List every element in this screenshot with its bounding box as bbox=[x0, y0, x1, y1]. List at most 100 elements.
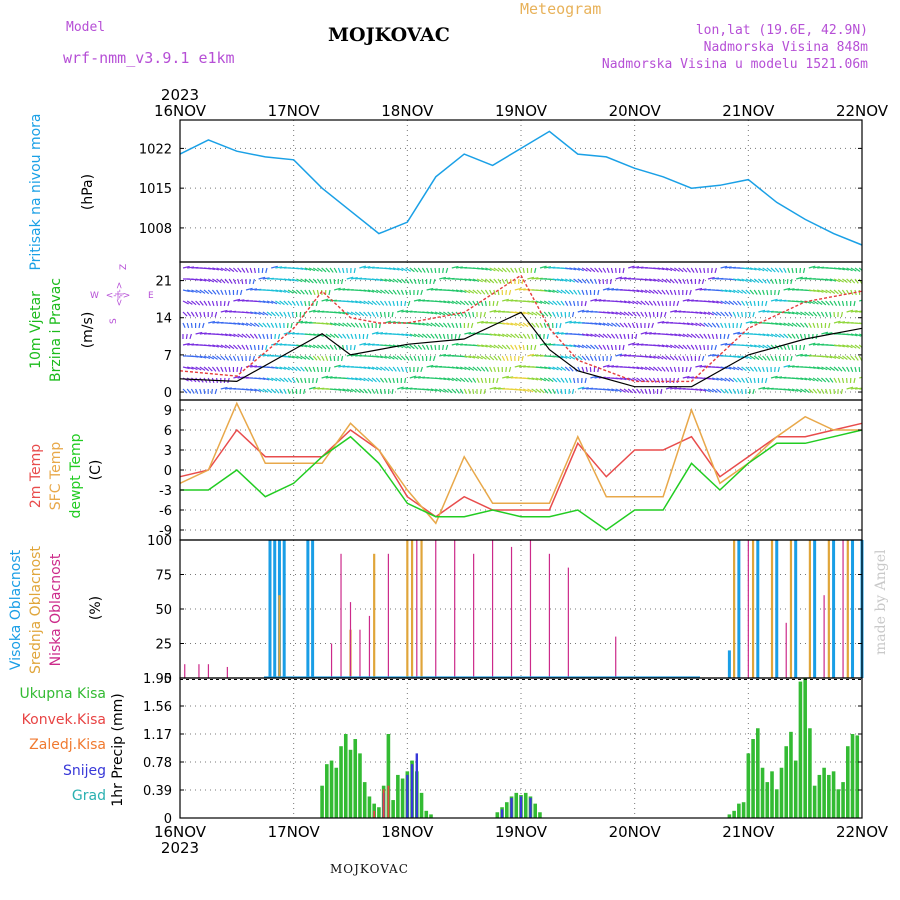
wind-barb bbox=[308, 386, 316, 390]
wind-barb bbox=[602, 311, 610, 314]
wind-barb bbox=[438, 322, 444, 328]
wind-barb bbox=[607, 288, 615, 291]
wind-barb bbox=[522, 322, 529, 328]
wind-barb bbox=[778, 278, 781, 285]
wind-barb bbox=[506, 333, 513, 338]
wind-barb bbox=[522, 388, 530, 392]
wind-barb bbox=[212, 267, 220, 271]
wind-barb bbox=[409, 366, 411, 373]
wind-barb bbox=[315, 377, 318, 384]
cloud_high-bar bbox=[737, 540, 741, 678]
wind-barb bbox=[468, 388, 471, 395]
wind-barb bbox=[321, 375, 329, 379]
wind-barb bbox=[502, 375, 509, 379]
wind-barb bbox=[422, 322, 429, 327]
wind-barb bbox=[779, 322, 786, 326]
wind-barb bbox=[850, 366, 854, 373]
wind-barb bbox=[701, 278, 705, 285]
wind-barb bbox=[733, 278, 741, 282]
wind-barb bbox=[359, 377, 366, 382]
precip_total-bar bbox=[396, 774, 400, 818]
wind-barb bbox=[216, 300, 218, 307]
wind-barb bbox=[300, 377, 303, 384]
wind-barb bbox=[258, 377, 266, 381]
wind-barb bbox=[207, 300, 211, 306]
wind-barb bbox=[535, 377, 543, 381]
wind-barb bbox=[392, 300, 395, 307]
wind-barb bbox=[775, 376, 783, 379]
wind-barb bbox=[850, 267, 857, 272]
wind-barb bbox=[699, 365, 707, 368]
wind-barb bbox=[846, 355, 852, 361]
wind-barb bbox=[752, 311, 755, 318]
wind-barb bbox=[812, 289, 820, 293]
wind-barb bbox=[392, 278, 399, 283]
wind-barb bbox=[291, 366, 298, 372]
wind-barb bbox=[812, 377, 819, 382]
wind-barb bbox=[354, 377, 362, 381]
precip_total-bar bbox=[353, 739, 358, 818]
wind-barb bbox=[270, 388, 276, 394]
ytick-temperature: 3 bbox=[164, 444, 172, 459]
wind-barb bbox=[698, 355, 701, 362]
wind-barb bbox=[216, 344, 223, 349]
wind-barb bbox=[342, 288, 350, 291]
wind-barb bbox=[216, 267, 223, 272]
wind-barb bbox=[467, 322, 470, 329]
precip_total-bar bbox=[325, 764, 329, 818]
wind-barb bbox=[569, 344, 577, 348]
wind-barb bbox=[300, 267, 308, 271]
wind-barb bbox=[417, 355, 421, 362]
wind-barb bbox=[262, 333, 266, 340]
wind-barb bbox=[535, 388, 542, 394]
wind-barb bbox=[380, 366, 386, 371]
wind-barb bbox=[602, 344, 607, 350]
precip-legend-item: Grad bbox=[72, 788, 106, 804]
wind-barb bbox=[378, 322, 381, 329]
wind-barb bbox=[690, 355, 693, 362]
ytick-wind: 0 bbox=[164, 386, 172, 401]
wind-barb bbox=[463, 300, 469, 306]
wind-barb bbox=[199, 311, 202, 318]
wind-barb bbox=[195, 388, 199, 395]
wind-barb bbox=[187, 289, 194, 293]
cloud_high-bar bbox=[727, 650, 731, 678]
wind-barb bbox=[355, 277, 363, 280]
wind-barb bbox=[842, 267, 849, 271]
wind-barb bbox=[418, 299, 426, 302]
wind-barb bbox=[607, 311, 614, 315]
wind-barb bbox=[476, 278, 484, 283]
wind-barb bbox=[338, 322, 345, 327]
wind-barb bbox=[481, 321, 489, 324]
wind-barb bbox=[590, 344, 596, 350]
wind-barb bbox=[211, 388, 213, 395]
cloud_high-bar bbox=[851, 540, 855, 678]
wind-barb bbox=[279, 311, 284, 317]
wind-barb bbox=[748, 388, 751, 395]
precip_total-bar bbox=[850, 734, 855, 818]
wind-barb bbox=[508, 289, 512, 296]
wind-barb bbox=[589, 278, 594, 284]
wind-barb bbox=[443, 354, 451, 357]
cloud_high-bar bbox=[832, 540, 836, 678]
wind-barb bbox=[187, 366, 194, 370]
wind-barb bbox=[375, 311, 379, 318]
wind-barb bbox=[602, 388, 610, 391]
wind-barb bbox=[678, 267, 684, 273]
wind-barb bbox=[321, 267, 327, 273]
wind-barb bbox=[796, 353, 803, 357]
wind-barb bbox=[622, 344, 625, 351]
wind-barb bbox=[686, 299, 694, 302]
wind-barb bbox=[468, 300, 473, 306]
wind-barb bbox=[505, 289, 507, 296]
wind-barb bbox=[239, 366, 243, 373]
wind-barb bbox=[846, 309, 854, 313]
wind-barb bbox=[724, 300, 731, 305]
wind-barb bbox=[829, 377, 834, 383]
wind-barb bbox=[325, 344, 331, 350]
wind-barb bbox=[409, 375, 417, 379]
wind-barb bbox=[283, 311, 287, 317]
wind-barb bbox=[544, 266, 552, 269]
wind-barb bbox=[564, 355, 572, 360]
wind-barb bbox=[648, 289, 655, 294]
